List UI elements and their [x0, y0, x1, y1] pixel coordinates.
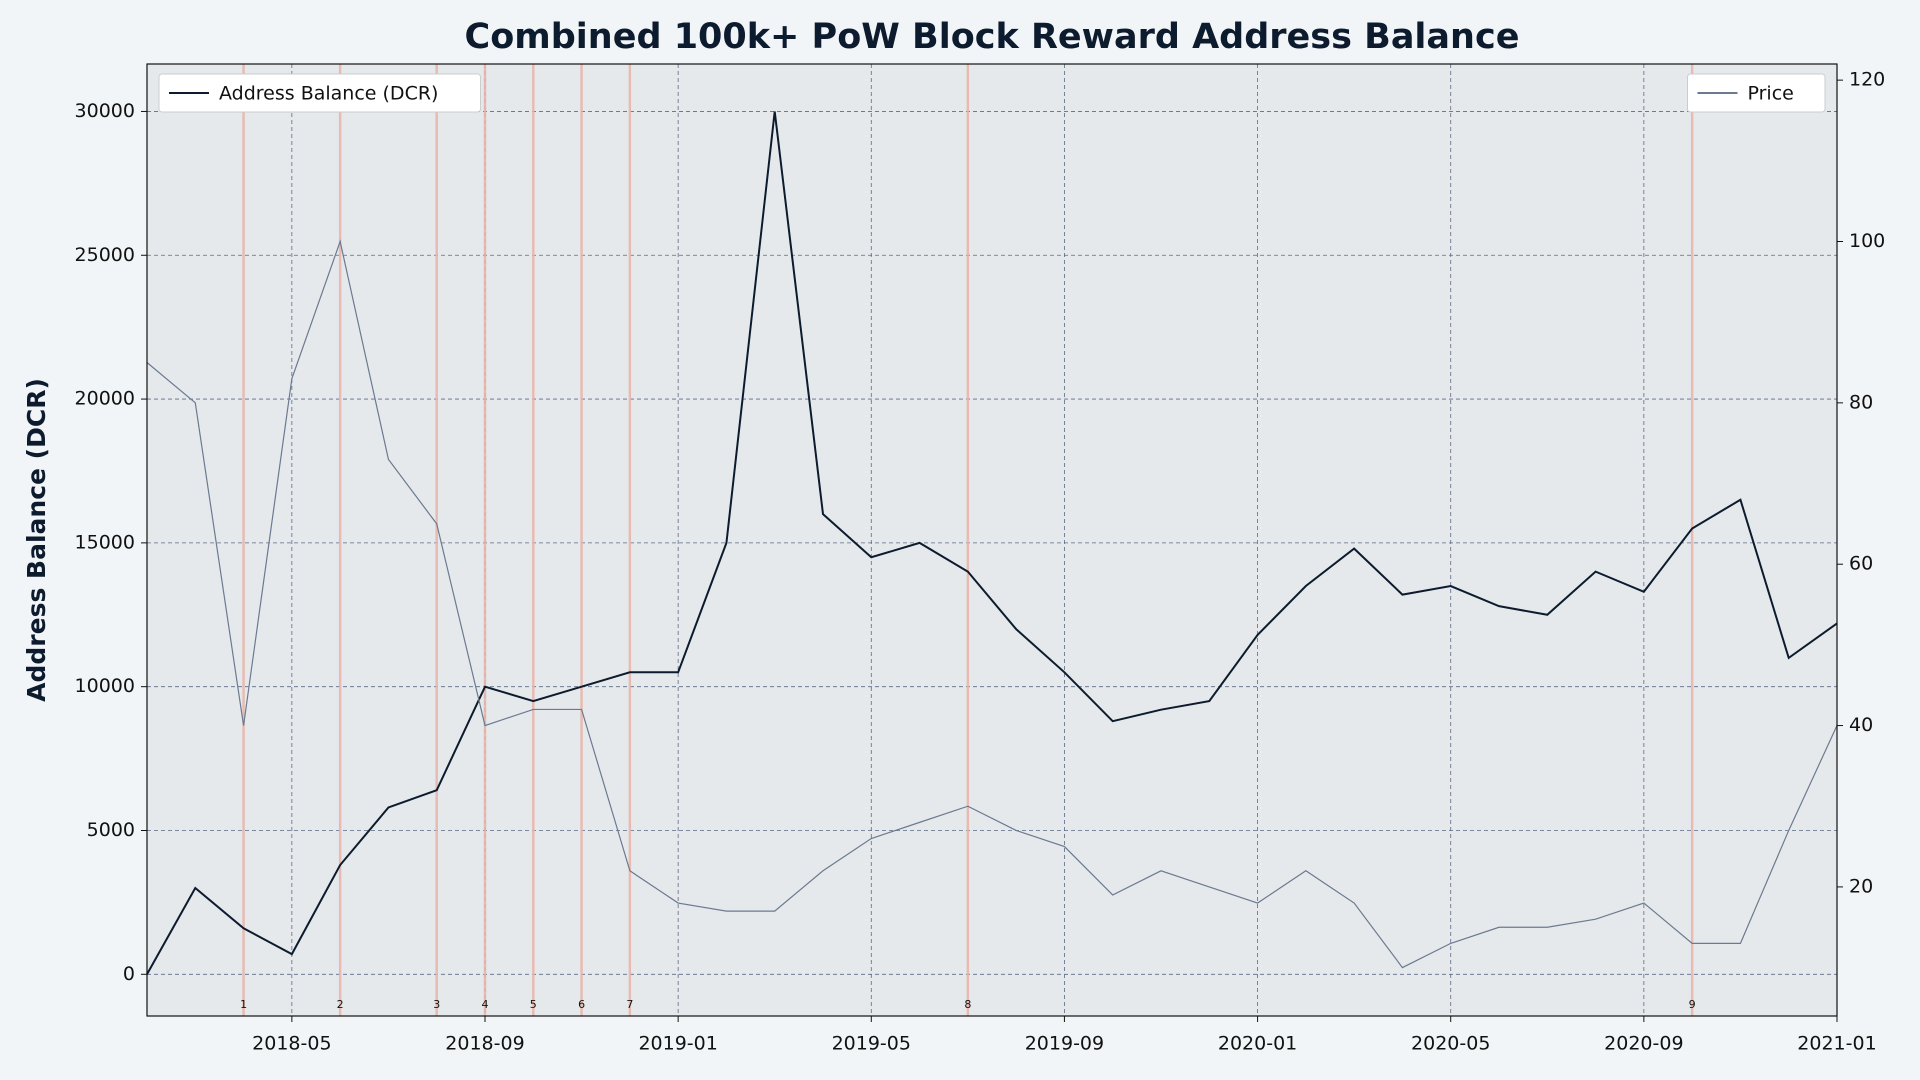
y-tick-label: 0	[123, 963, 135, 985]
x-tick-label: 2020-09	[1604, 1033, 1683, 1055]
y-tick-label: 15000	[75, 531, 135, 553]
x-tick-label: 2019-01	[638, 1033, 717, 1055]
x-tick-label: 2020-05	[1411, 1033, 1490, 1055]
x-tick-label: 2019-09	[1025, 1033, 1104, 1055]
y-tick-label: 5000	[87, 819, 135, 841]
y2-tick-label: 20	[1849, 875, 1873, 897]
event-label: 9	[1689, 998, 1696, 1011]
chart-title: Combined 100k+ PoW Block Reward Address …	[465, 17, 1520, 57]
y2-tick-label: 80	[1849, 391, 1873, 413]
y-tick-label: 25000	[75, 244, 135, 266]
plot-frame	[146, 63, 1838, 1017]
legend-box	[1687, 73, 1826, 113]
series-line	[146, 239, 1838, 969]
plot-area	[147, 64, 1837, 1016]
x-tick-label: 2020-01	[1218, 1033, 1297, 1055]
legend-label: Address Balance (DCR)	[219, 83, 438, 105]
y-tick-label: 10000	[75, 675, 135, 697]
event-label: 6	[578, 998, 585, 1011]
event-label: 7	[626, 998, 633, 1011]
event-label: 8	[964, 998, 971, 1011]
y2-tick-label: 40	[1849, 714, 1873, 736]
y-tick-label: 20000	[75, 388, 135, 410]
legend-box	[158, 73, 481, 113]
x-tick-label: 2021-01	[1797, 1033, 1876, 1055]
y2-tick-label: 120	[1849, 69, 1885, 91]
x-tick-label: 2018-09	[445, 1033, 524, 1055]
event-label: 2	[337, 998, 344, 1011]
y2-tick-label: 60	[1849, 553, 1873, 575]
event-label: 3	[433, 998, 440, 1011]
x-tick-label: 2018-05	[252, 1033, 331, 1055]
legend-label: Price	[1748, 83, 1794, 105]
y-axis-label: Address Balance (DCR)	[22, 378, 51, 702]
plot-layer: 0 5000 10000 15000 20000 25000 30000 20 40 60 80 10…	[75, 64, 1885, 1055]
event-label: 4	[482, 998, 489, 1011]
y-tick-label: 30000	[75, 100, 135, 122]
x-tick-label: 2019-05	[832, 1033, 911, 1055]
event-label: 5	[530, 998, 537, 1011]
y2-tick-label: 100	[1849, 230, 1885, 252]
series-line	[146, 111, 1838, 975]
event-label: 1	[240, 998, 247, 1011]
